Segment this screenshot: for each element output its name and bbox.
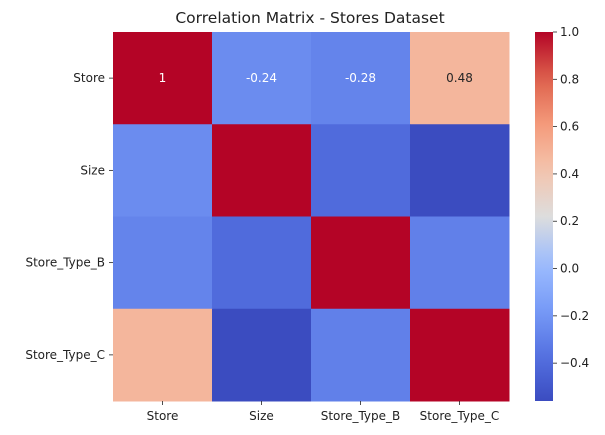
cell-annotation-0-3: 0.48 <box>446 71 473 85</box>
col-label-2: Store_Type_B <box>321 409 401 423</box>
heatmap-cell-2-3 <box>410 216 510 310</box>
cell-annotations: 1 -0.24 -0.28 0.48 <box>159 71 473 85</box>
colorbar-tick-label-7: 1.0 <box>560 25 579 39</box>
heatmap-cell-1-1 <box>212 124 312 217</box>
colorbar-gradient <box>535 32 553 401</box>
cell-annotation-0-1: -0.24 <box>246 71 277 85</box>
row-label-1: Size <box>80 163 105 177</box>
heatmap-cell-1-0 <box>113 124 213 217</box>
colorbar-tick-label-4: 0.4 <box>560 167 579 181</box>
colorbar-tick-label-3: 0.2 <box>560 214 579 228</box>
cell-annotation-0-0: 1 <box>159 71 167 85</box>
heatmap-cell-3-2 <box>311 308 411 402</box>
cell-annotation-0-2: -0.28 <box>345 71 376 85</box>
heatmap-cell-3-3 <box>410 308 510 402</box>
heatmap-cells <box>113 32 510 402</box>
heatmap-cell-2-1 <box>212 216 312 310</box>
chart-title: Correlation Matrix - Stores Dataset <box>175 9 444 27</box>
row-label-0: Store <box>73 71 105 85</box>
row-label-2: Store_Type_B <box>25 256 105 270</box>
col-label-1: Size <box>249 409 274 423</box>
colorbar-tick-label-1: −0.2 <box>560 309 589 323</box>
heatmap-cell-3-0 <box>113 308 213 402</box>
heatmap-cell-1-3 <box>410 124 510 217</box>
row-label-3: Store_Type_C <box>25 348 105 362</box>
colorbar: −0.4 −0.2 0.0 0.2 0.4 0.6 0.8 1.0 <box>535 25 589 401</box>
colorbar-tick-label-0: −0.4 <box>560 356 589 370</box>
colorbar-tick-label-5: 0.6 <box>560 120 579 134</box>
column-tick-labels: Store Size Store_Type_B Store_Type_C <box>147 401 500 423</box>
row-tick-labels: Store Size Store_Type_B Store_Type_C <box>25 71 113 362</box>
col-label-0: Store <box>147 409 179 423</box>
heatmap-cell-2-2 <box>311 216 411 310</box>
heatmap-cell-3-1 <box>212 308 312 402</box>
heatmap-cell-2-0 <box>113 216 213 310</box>
heatmap-cell-0-2 <box>311 32 411 125</box>
heatmap-cell-1-2 <box>311 124 411 217</box>
heatmap-cell-0-0 <box>113 32 213 125</box>
colorbar-tick-label-6: 0.8 <box>560 72 579 86</box>
col-label-3: Store_Type_C <box>420 409 500 423</box>
colorbar-tick-label-2: 0.0 <box>560 262 579 276</box>
heatmap-cell-0-3 <box>410 32 510 125</box>
heatmap-cell-0-1 <box>212 32 312 125</box>
